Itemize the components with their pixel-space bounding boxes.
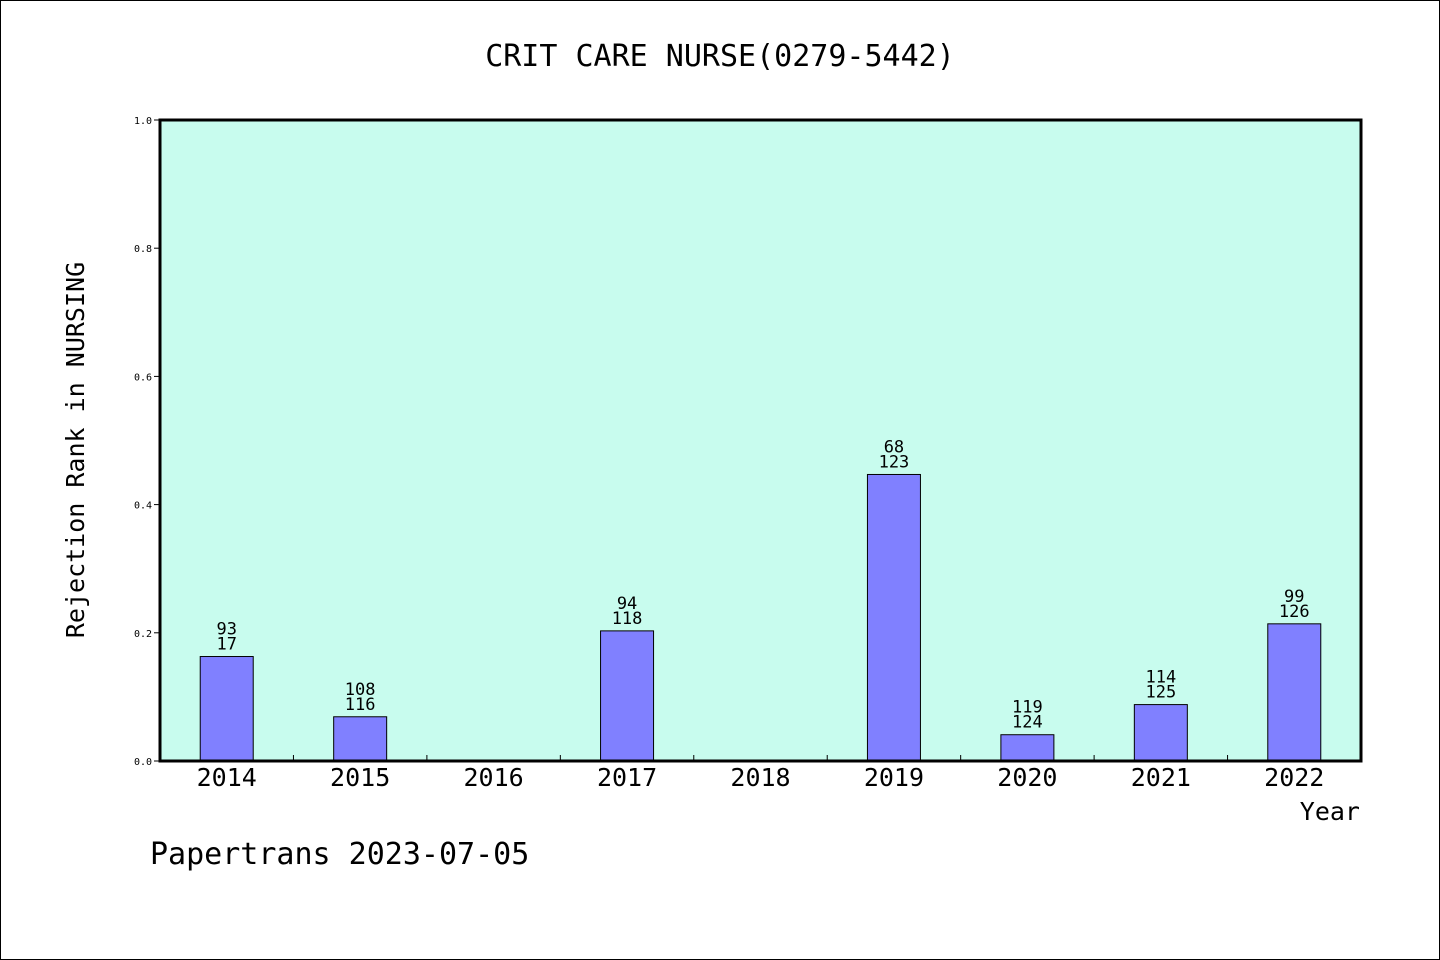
plot-border: [158, 118, 1363, 763]
bar-label-top: 99: [1284, 587, 1304, 607]
bar-label-bottom: 123: [879, 452, 910, 472]
y-tick-label: 0.4: [134, 501, 152, 512]
bar-2017: [600, 630, 655, 762]
x-axis: 2014 2015 2016 2017 2018 2019 2020 2021 2022: [197, 755, 1324, 792]
y-tick-label: 0.0: [134, 757, 152, 768]
bar-label-top: 114: [1145, 668, 1176, 688]
y-tick-label: 0.8: [134, 244, 152, 255]
plot-area: [160, 120, 1361, 761]
y-tick-label: 0.2: [134, 629, 152, 640]
bar-label-bottom: 17: [216, 635, 236, 655]
bar-2019: [866, 473, 921, 762]
bar-2014: [199, 656, 254, 762]
x-tick-label: 2014: [197, 763, 257, 792]
bar-label-bottom: 126: [1279, 602, 1310, 622]
x-tick-label: 2018: [730, 763, 790, 792]
x-tick-label: 2019: [864, 763, 924, 792]
bar-label-top: 108: [345, 680, 376, 700]
bar-label-top: 94: [617, 594, 637, 614]
y-tick-label: 0.6: [134, 372, 152, 383]
x-tick-label: 2021: [1131, 763, 1191, 792]
x-tick-label: 2017: [597, 763, 657, 792]
bar-label-bottom: 118: [612, 609, 643, 629]
x-tick-label: 2022: [1264, 763, 1324, 792]
x-tick-label: 2020: [997, 763, 1057, 792]
bar-2015: [333, 716, 388, 762]
bar-2020: [1000, 734, 1055, 762]
footer-text: Papertrans 2023-07-05: [150, 837, 529, 872]
y-axis-label: Rejection Rank in NURSING: [61, 262, 90, 638]
y-tick-label: 1.0: [134, 116, 152, 127]
bar-label-top: 119: [1012, 698, 1043, 718]
bar-label-bottom: 124: [1012, 713, 1043, 733]
x-tick-label: 2015: [330, 763, 390, 792]
y-axis: 0.0 0.2 0.4 0.6 0.8 1.0: [134, 116, 160, 768]
bar-2021: [1133, 704, 1188, 762]
bar-label-top: 68: [884, 437, 904, 457]
bar-label-bottom: 116: [345, 695, 376, 715]
bar-label-bottom: 125: [1145, 683, 1176, 703]
chart-title: CRIT CARE NURSE(0279-5442): [485, 39, 955, 74]
x-tick-label: 2016: [464, 763, 524, 792]
bar-2022: [1267, 623, 1322, 762]
x-axis-label: Year: [1300, 797, 1360, 826]
bar-label-top: 93: [216, 620, 236, 640]
